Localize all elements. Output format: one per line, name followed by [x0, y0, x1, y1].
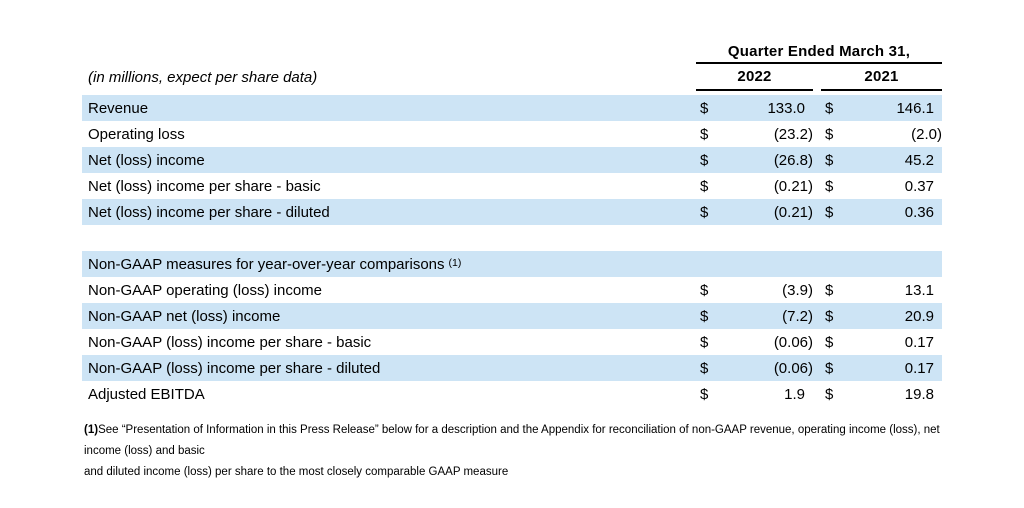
section-header-non-gaap: Non-GAAP measures for year-over-year com… — [82, 251, 942, 277]
currency-symbol: $ — [825, 385, 834, 403]
units-note: (in millions, expect per share data) — [88, 69, 318, 86]
currency-symbol: $ — [700, 307, 709, 325]
footnote-text-1: See “Presentation of Information in this… — [84, 424, 940, 457]
value-2022: (0.06) — [773, 359, 813, 377]
value-2021: 146.1 — [896, 99, 934, 117]
currency-symbol: $ — [700, 203, 709, 221]
table-row: Revenue $133.0 $146.1 — [82, 95, 942, 121]
header-spacer — [82, 42, 696, 64]
financial-results-table: Quarter Ended March 31, (in millions, ex… — [82, 42, 942, 407]
value-cell-2022: $ (0.06) — [696, 334, 813, 351]
currency-symbol: $ — [700, 99, 709, 117]
value-2021: (2.0) — [911, 125, 942, 143]
currency-symbol: $ — [700, 177, 709, 195]
column-header-2021: 2021 — [821, 64, 942, 91]
value-2022: (0.06) — [773, 333, 813, 351]
table-header-row-quarter: Quarter Ended March 31, — [82, 42, 942, 64]
value-2022: (3.9) — [782, 281, 813, 299]
currency-symbol: $ — [825, 151, 834, 169]
table-row: Net (loss) income per share - basic $ (0.… — [82, 173, 942, 199]
value-2021: 19.8 — [904, 385, 934, 403]
value-2021: 13.1 — [904, 281, 934, 299]
table-row: Non-GAAP (loss) income per share - basic… — [82, 329, 942, 355]
row-label: Non-GAAP net (loss) income — [88, 307, 281, 325]
value-cell-2021: $0.37 — [821, 178, 942, 195]
table-row: Operating loss $ (23.2) $ (2.0) — [82, 121, 942, 147]
table-row: Net (loss) income $ (26.8) $45.2 — [82, 147, 942, 173]
footnote: (1)See “Presentation of Information in t… — [84, 420, 956, 483]
value-2022: (0.21) — [773, 177, 813, 195]
value-cell-2022: $ (3.9) — [696, 282, 813, 299]
currency-symbol: $ — [700, 281, 709, 299]
row-label: Revenue — [88, 99, 149, 117]
currency-symbol: $ — [825, 359, 834, 377]
row-label: Non-GAAP operating (loss) income — [88, 281, 322, 299]
row-label: Net (loss) income per share - diluted — [88, 203, 330, 221]
value-cell-2022: $ (0.21) — [696, 178, 813, 195]
table-row: Net (loss) income per share - diluted $ (… — [82, 199, 942, 225]
value-cell-2022: $ (0.06) — [696, 360, 813, 377]
value-cell-2021: $146.1 — [821, 100, 942, 117]
currency-symbol: $ — [825, 125, 834, 143]
table-row: Non-GAAP net (loss) income $ (7.2) $20.9 — [82, 303, 942, 329]
footnote-line-2: and diluted income (loss) per share to t… — [84, 462, 956, 483]
value-2021: 0.17 — [904, 359, 934, 377]
value-2021: 0.36 — [904, 203, 934, 221]
row-label: Net (loss) income — [88, 151, 205, 169]
table-header-row-years: (in millions, expect per share data) 202… — [82, 64, 942, 91]
value-cell-2022: $ (0.21) — [696, 204, 813, 221]
currency-symbol: $ — [825, 99, 834, 117]
row-label: Net (loss) income per share - basic — [88, 177, 321, 195]
currency-symbol: $ — [700, 359, 709, 377]
value-cell-2022: $ (23.2) — [696, 126, 813, 143]
table-row: Non-GAAP operating (loss) income $ (3.9) … — [82, 277, 942, 303]
currency-symbol: $ — [825, 177, 834, 195]
value-2022: (0.21) — [773, 203, 813, 221]
value-cell-2022: $ (26.8) — [696, 152, 813, 169]
row-label: Operating loss — [88, 125, 185, 143]
value-2022: (26.8) — [773, 151, 813, 169]
currency-symbol: $ — [700, 333, 709, 351]
footnote-text-2: and diluted income (loss) per share to t… — [84, 466, 509, 478]
currency-symbol: $ — [825, 203, 834, 221]
column-header-2022: 2022 — [696, 64, 813, 91]
value-2021: 20.9 — [904, 307, 934, 325]
row-label: Adjusted EBITDA — [88, 385, 205, 403]
value-2022: (23.2) — [773, 125, 813, 143]
value-cell-2021: $20.9 — [821, 308, 942, 325]
currency-symbol: $ — [700, 151, 709, 169]
value-cell-2021: $0.17 — [821, 360, 942, 377]
value-cell-2022: $133.0 — [696, 100, 813, 117]
value-cell-2021: $19.8 — [821, 386, 942, 403]
currency-symbol: $ — [700, 385, 709, 403]
value-cell-2021: $45.2 — [821, 152, 942, 169]
currency-symbol: $ — [825, 333, 834, 351]
value-cell-2021: $0.17 — [821, 334, 942, 351]
value-2022: 133.0 — [767, 99, 805, 117]
column-gap — [813, 64, 821, 91]
footnote-reference: (1) — [448, 257, 462, 269]
value-cell-2021: $0.36 — [821, 204, 942, 221]
section-spacer — [82, 225, 942, 251]
row-label: Non-GAAP (loss) income per share - dilut… — [88, 359, 381, 377]
quarter-ended-label: Quarter Ended March 31, — [696, 42, 942, 64]
value-2021: 0.17 — [904, 333, 934, 351]
value-2021: 45.2 — [904, 151, 934, 169]
value-cell-2021: $13.1 — [821, 282, 942, 299]
currency-symbol: $ — [700, 125, 709, 143]
value-2022: (7.2) — [782, 307, 813, 325]
table-row: Non-GAAP (loss) income per share - dilut… — [82, 355, 942, 381]
footnote-marker: (1) — [84, 424, 99, 436]
table-row: Adjusted EBITDA $1.9 $19.8 — [82, 381, 942, 407]
currency-symbol: $ — [825, 281, 834, 299]
footnote-line-1: (1)See “Presentation of Information in t… — [84, 420, 956, 462]
currency-symbol: $ — [825, 307, 834, 325]
row-label: Non-GAAP (loss) income per share - basic — [88, 333, 372, 351]
value-cell-2021: $ (2.0) — [821, 126, 942, 143]
value-2021: 0.37 — [904, 177, 934, 195]
value-2022: 1.9 — [784, 385, 805, 403]
section-header-label: Non-GAAP measures for year-over-year com… — [88, 255, 445, 273]
value-cell-2022: $1.9 — [696, 386, 813, 403]
value-cell-2022: $ (7.2) — [696, 308, 813, 325]
